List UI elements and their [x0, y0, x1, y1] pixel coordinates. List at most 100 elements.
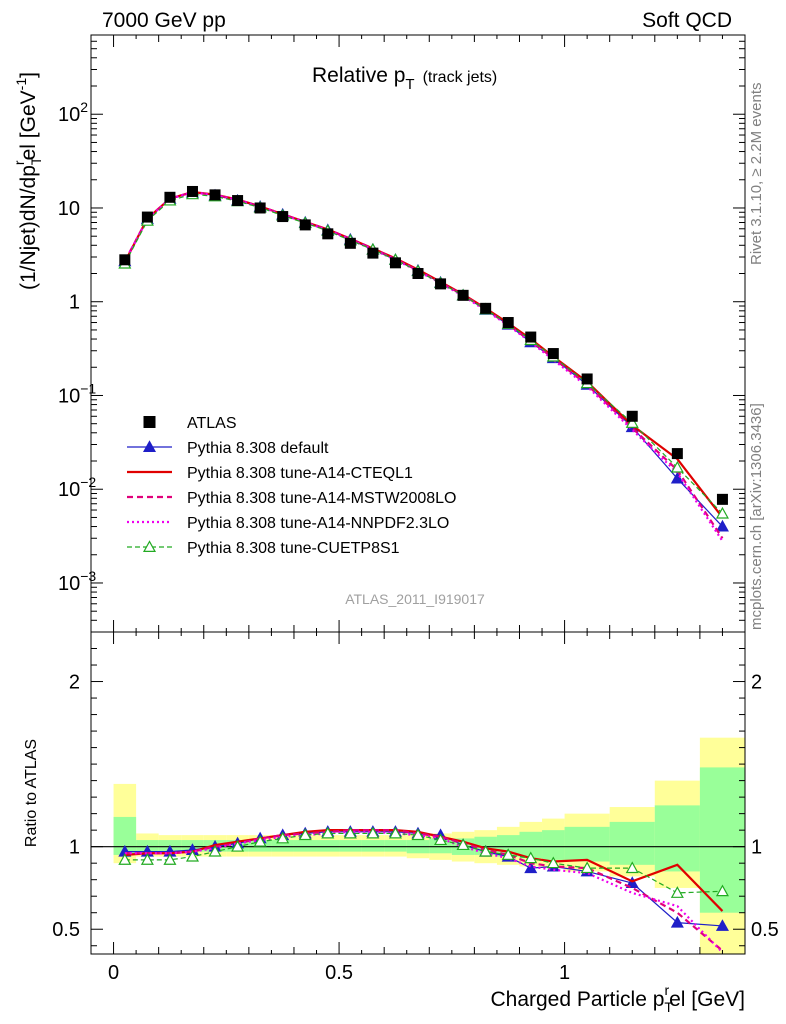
ratio-marker-s4-8	[298, 828, 312, 841]
ratio-y-label: Ratio to ATLAS	[23, 739, 40, 847]
main-title: Relative pT (track jets)	[312, 64, 497, 93]
main-y-label-a: (1/Njet)dN/dp	[17, 165, 40, 290]
data-point-atlas-6	[254, 202, 266, 214]
main-ytick-label-0: 102	[58, 99, 88, 126]
x-label-a: Charged Particle p	[490, 988, 664, 1011]
ratio-marker-s4-13	[411, 828, 425, 841]
legend-label-1: Pythia 8.308 default	[187, 440, 329, 457]
ratio-marker-s0-23	[715, 919, 729, 931]
main-line-series-4	[123, 191, 724, 542]
legend-marker-5	[142, 540, 157, 553]
main-ytick-exp: −3	[80, 568, 96, 584]
main-ytick-label-4: 10−2	[58, 474, 96, 501]
ratio-ytick-label-left-2: 2	[69, 672, 80, 694]
legend-label-2: Pythia 8.308 tune-A14-CTEQL1	[187, 465, 413, 482]
main-ticks	[90, 34, 745, 633]
band-green-10	[339, 840, 362, 852]
data-point-atlas-23	[716, 493, 728, 505]
x-tick-label-0: 0	[108, 962, 119, 984]
data-point-atlas-16	[480, 302, 492, 314]
band-green-8	[293, 840, 317, 852]
x-label-d: el [GeV]	[669, 988, 745, 1011]
main-ytick-exp: 2	[80, 99, 88, 115]
main-y-label-c: r	[11, 160, 27, 165]
main-y-label-e: -1	[13, 78, 29, 91]
ratio-marker-s4-2	[163, 853, 177, 865]
data-point-atlas-15	[457, 289, 469, 301]
ratio-marker-s4-15	[456, 838, 470, 851]
main-marker-s5-21	[625, 416, 639, 428]
legend: ATLAS Pythia 8.308 default Pythia 8.308 tu…	[127, 415, 456, 557]
ratio-ytick-label-right-2: 2	[751, 672, 762, 694]
main-marker-s1-23	[715, 519, 729, 532]
ratio-ytick-label-left-1: 1	[69, 837, 80, 859]
data-point-atlas-3	[186, 185, 198, 197]
x-tick-label-2: 1	[559, 962, 570, 984]
data-point-atlas-11	[367, 247, 379, 259]
main-plot-area	[118, 185, 729, 542]
data-point-atlas-12	[389, 257, 401, 269]
data-point-atlas-10	[344, 237, 356, 249]
main-ytick-label-1: 10	[58, 198, 80, 220]
band-green-20	[564, 826, 610, 862]
ratio-marker-s4-23	[715, 884, 729, 897]
ratio-marker-s4-22	[670, 886, 684, 898]
band-green-22	[654, 805, 700, 872]
main-ytick-exp: −2	[80, 474, 96, 490]
data-point-atlas-7	[277, 211, 289, 223]
ratio-marker-s4-20	[580, 861, 594, 874]
ratio-marker-s4-0	[118, 853, 132, 865]
ratio-panel: 0.5 0.5 1 1 2 2 0 0.5 1 Ratio to ATLAS Charged …	[23, 631, 779, 1015]
ratio-marker-s4-11	[366, 826, 380, 839]
data-point-atlas-17	[502, 317, 514, 329]
side-label-rivet: Rivet 3.1.10, ≥ 2.2M events	[748, 83, 765, 266]
data-point-atlas-14	[435, 278, 447, 290]
main-y-label-b: T	[28, 156, 44, 165]
legend-marker-1	[142, 440, 157, 452]
ratio-y-tick-labels: 0.5 0.5 1 1 2 2	[52, 672, 779, 942]
x-label-c: r	[664, 982, 669, 998]
main-ytick-label-5: 10−3	[58, 568, 96, 595]
main-y-label-f: ]	[17, 72, 40, 78]
x-label-b: T	[664, 999, 673, 1015]
legend-marker-atlas	[143, 416, 156, 428]
band-green-7	[271, 840, 294, 852]
ratio-marker-s4-6	[253, 834, 267, 847]
main-ytick-label-2: 1	[69, 292, 80, 314]
ratio-line-series-3	[124, 830, 724, 954]
band-green-14	[429, 838, 452, 854]
main-line-series-3	[123, 191, 724, 539]
ratio-marker-s4-7	[276, 831, 290, 844]
ratio-plot-area	[91, 737, 745, 954]
ratio-marker-s4-19	[546, 856, 560, 869]
x-axis-label: Charged Particle pTrel [GeV]	[490, 982, 745, 1015]
ratio-ticks	[90, 631, 745, 954]
watermark: ATLAS_2011_I919017	[345, 591, 485, 607]
ratio-ytick-label-right-1: 1	[751, 837, 762, 859]
data-point-atlas-21	[626, 410, 638, 422]
ratio-marker-s4-17	[501, 848, 515, 860]
main-ytick-exp: −1	[80, 380, 96, 396]
main-ytick-base: 10	[58, 104, 80, 126]
main-title-text: Relative p	[312, 64, 405, 87]
ratio-marker-s4-14	[434, 833, 448, 846]
data-point-atlas-18	[525, 331, 537, 343]
data-point-atlas-8	[299, 219, 311, 231]
main-ytick-base: 10	[58, 198, 80, 220]
band-green-21	[609, 821, 655, 865]
ratio-ytick-label-left-0: 0.5	[52, 919, 80, 941]
ratio-marker-s4-4	[208, 844, 222, 857]
main-ytick-base: 10	[58, 479, 80, 501]
ratio-marker-s4-16	[479, 844, 493, 857]
side-label-mcplots: mcplots.cern.ch [arXiv:1306.3436]	[748, 403, 765, 630]
main-ytick-base: 10	[58, 573, 80, 595]
ratio-ytick-label-right-0: 0.5	[751, 919, 779, 941]
band-green-9	[316, 840, 340, 852]
legend-label-0: ATLAS	[187, 415, 237, 432]
x-tick-label-1: 0.5	[325, 962, 353, 984]
main-y-label-d: el [GeV	[17, 90, 40, 160]
data-point-atlas-22	[671, 448, 683, 460]
